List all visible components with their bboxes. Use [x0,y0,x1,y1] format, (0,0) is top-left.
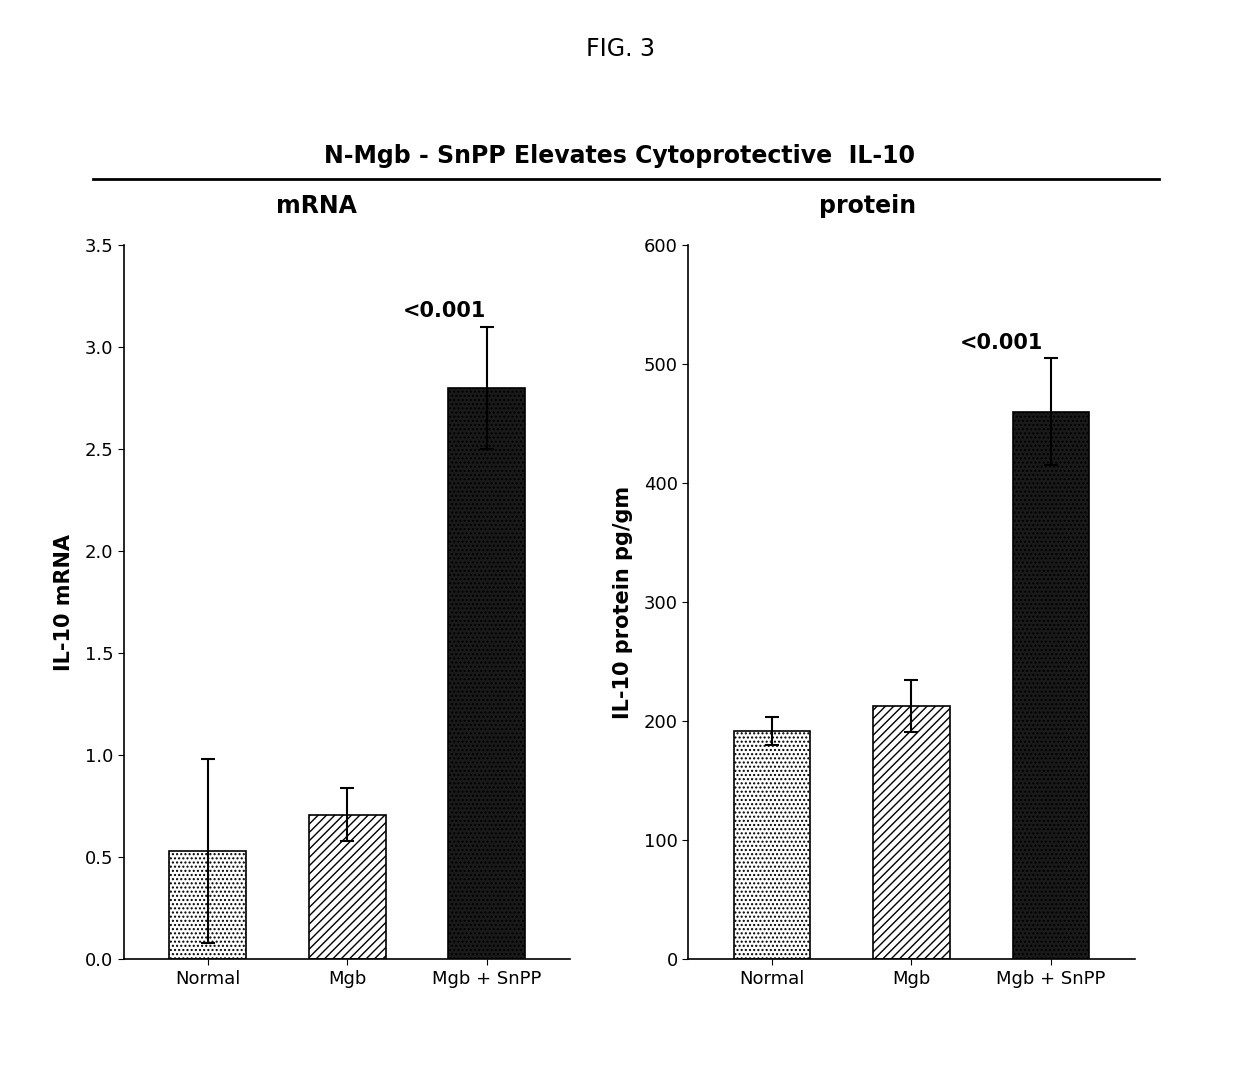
Text: protein: protein [820,194,916,219]
Bar [734,731,810,959]
Text: N-Mgb - SnPP Elevates Cytoprotective  IL-10: N-Mgb - SnPP Elevates Cytoprotective IL-… [325,144,915,168]
Y-axis label: IL-10 protein pg/gm: IL-10 protein pg/gm [613,486,632,718]
Bar [449,388,525,959]
Text: <0.001: <0.001 [960,333,1044,353]
Text: mRNA: mRNA [275,194,357,219]
Bar [1013,411,1089,959]
Text: <0.001: <0.001 [403,301,486,321]
Y-axis label: IL-10 mRNA: IL-10 mRNA [53,534,73,671]
Bar [309,814,386,959]
Bar [170,852,246,959]
Text: FIG. 3: FIG. 3 [585,37,655,62]
Bar [873,706,950,959]
